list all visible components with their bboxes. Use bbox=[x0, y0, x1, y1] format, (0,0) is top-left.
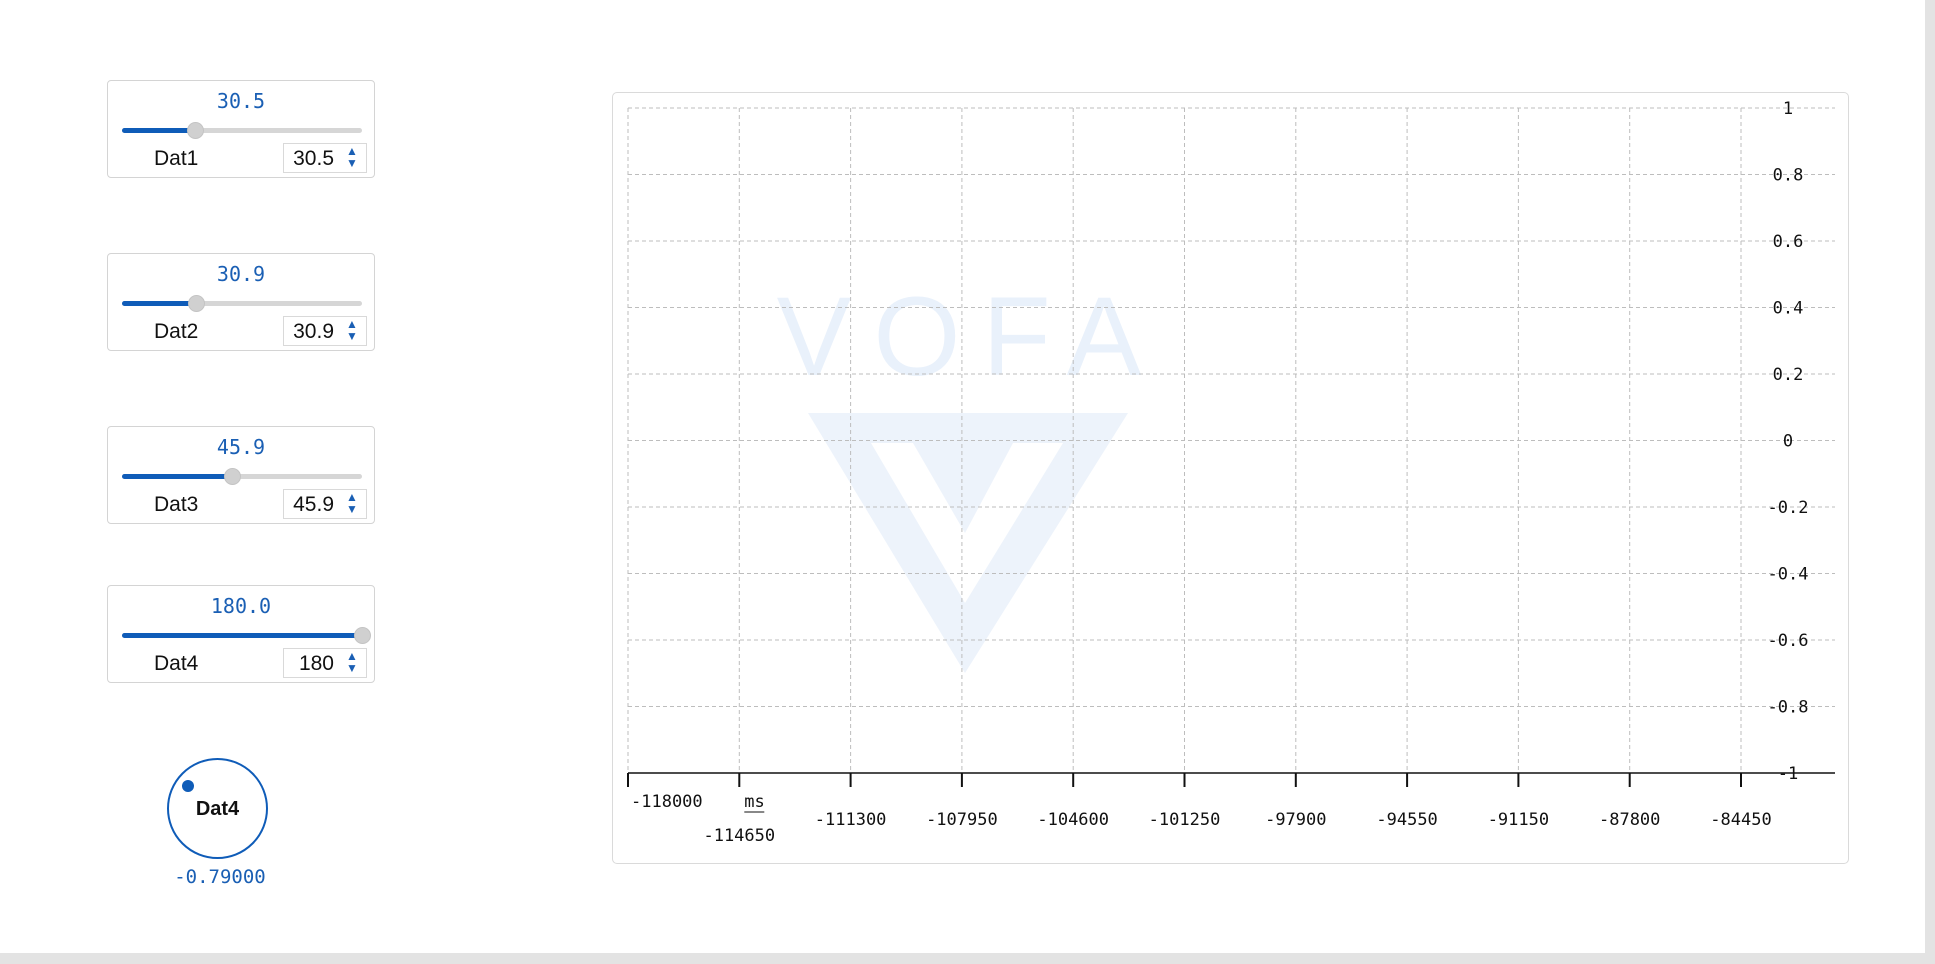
y-tick-label: 0 bbox=[1783, 432, 1793, 452]
slider-widget-dat1: 30.5 Dat1 30.5 ▲ ▼ bbox=[107, 80, 375, 178]
spinbox[interactable]: 45.9 ▲ ▼ bbox=[283, 489, 367, 519]
slider-thumb[interactable] bbox=[188, 295, 206, 312]
arrow-down-icon[interactable]: ▼ bbox=[346, 661, 358, 675]
y-tick-label: -0.6 bbox=[1768, 631, 1809, 651]
x-tick-label: -97900 bbox=[1265, 810, 1326, 830]
y-tick-label: 0.8 bbox=[1773, 166, 1804, 186]
spinbox-value[interactable]: 30.9 bbox=[293, 320, 334, 343]
x-tick-label: -104600 bbox=[1037, 810, 1109, 830]
x-tick-label: -107950 bbox=[926, 810, 998, 830]
knob-indicator-dot bbox=[182, 780, 194, 792]
slider-label: Dat3 bbox=[154, 493, 199, 516]
y-tick-label: -0.2 bbox=[1768, 498, 1809, 518]
waveform-chart[interactable]: VOFA 1 0.8 0.6 0.4 0.2 0 -0.2 -0.4 -0.6 -0.8 -1 -118… bbox=[613, 93, 1850, 865]
slider-thumb[interactable] bbox=[354, 627, 371, 644]
y-tick-label: -0.8 bbox=[1768, 698, 1809, 718]
arrow-up-icon[interactable]: ▲ bbox=[346, 490, 358, 504]
slider-label: Dat4 bbox=[154, 652, 199, 675]
slider-value-display: 30.9 bbox=[216, 262, 266, 286]
slider-fill bbox=[122, 301, 197, 306]
x-tick-label: -87800 bbox=[1599, 810, 1660, 830]
slider-label: Dat2 bbox=[154, 320, 199, 343]
slider-label: Dat1 bbox=[154, 147, 199, 170]
slider-value-display: 30.5 bbox=[216, 89, 266, 113]
slider-track[interactable] bbox=[122, 627, 371, 644]
x-tick-label: -101250 bbox=[1149, 810, 1221, 830]
spinbox[interactable]: 180 ▲ ▼ bbox=[283, 648, 367, 678]
spinbox-arrows[interactable]: ▲ ▼ bbox=[340, 318, 364, 344]
spinbox-arrows[interactable]: ▲ ▼ bbox=[340, 650, 364, 676]
x-axis-unit-label: ms bbox=[744, 792, 764, 812]
x-tick-label: -111300 bbox=[815, 810, 887, 830]
slider-fill bbox=[122, 474, 233, 479]
slider-widget-dat3: 45.9 Dat3 45.9 ▲ ▼ bbox=[107, 426, 375, 524]
spinbox-arrows[interactable]: ▲ ▼ bbox=[340, 145, 364, 171]
slider-fill bbox=[122, 633, 362, 638]
slider-value-display: 180.0 bbox=[210, 594, 272, 618]
window-bottom-edge bbox=[0, 953, 1935, 964]
watermark-text: VOFA bbox=[777, 274, 1164, 399]
slider-widget-dat4: 180.0 Dat4 180 ▲ ▼ bbox=[107, 585, 375, 683]
arrow-up-icon[interactable]: ▲ bbox=[346, 317, 358, 331]
knob-value-display: -0.79000 bbox=[174, 866, 266, 888]
arrow-down-icon[interactable]: ▼ bbox=[346, 156, 358, 170]
window-right-edge bbox=[1925, 0, 1935, 964]
y-tick-label: -1 bbox=[1778, 764, 1798, 784]
arrow-down-icon[interactable]: ▼ bbox=[346, 502, 358, 516]
y-tick-label: 0.4 bbox=[1773, 299, 1804, 319]
waveform-chart-panel[interactable]: VOFA 1 0.8 0.6 0.4 0.2 0 -0.2 -0.4 -0.6 -0.8 -1 -118… bbox=[612, 92, 1849, 864]
slider-thumb[interactable] bbox=[187, 122, 205, 139]
slider-track[interactable] bbox=[122, 122, 362, 139]
y-tick-label: 0.2 bbox=[1773, 365, 1804, 385]
knob-label: Dat4 bbox=[195, 798, 240, 820]
slider-fill bbox=[122, 128, 196, 133]
x-tick-label: -84450 bbox=[1710, 810, 1771, 830]
x-tick-label: -91150 bbox=[1488, 810, 1549, 830]
spinbox-value[interactable]: 180 bbox=[298, 652, 334, 675]
y-tick-label: 0.6 bbox=[1773, 232, 1804, 252]
x-tick-label: -118000 bbox=[631, 792, 703, 812]
slider-track[interactable] bbox=[122, 468, 362, 485]
slider-widget-dat2: 30.9 Dat2 30.9 ▲ ▼ bbox=[107, 253, 375, 351]
spinbox-value[interactable]: 30.5 bbox=[293, 147, 334, 170]
slider-track[interactable] bbox=[122, 295, 362, 312]
arrow-down-icon[interactable]: ▼ bbox=[346, 329, 358, 343]
x-tick-label: -94550 bbox=[1376, 810, 1437, 830]
spinbox[interactable]: 30.5 ▲ ▼ bbox=[283, 143, 367, 173]
slider-thumb[interactable] bbox=[224, 468, 242, 485]
spinbox-arrows[interactable]: ▲ ▼ bbox=[340, 491, 364, 517]
y-tick-label: -0.4 bbox=[1768, 565, 1809, 585]
arrow-up-icon[interactable]: ▲ bbox=[346, 144, 358, 158]
arrow-up-icon[interactable]: ▲ bbox=[346, 649, 358, 663]
rotary-knob[interactable]: Dat4 bbox=[167, 758, 268, 859]
slider-value-display: 45.9 bbox=[216, 435, 266, 459]
watermark-logo-core bbox=[913, 443, 1013, 533]
spinbox-value[interactable]: 45.9 bbox=[293, 493, 334, 516]
y-tick-label: 1 bbox=[1783, 99, 1793, 119]
x-tick-label: -114650 bbox=[703, 826, 775, 846]
spinbox[interactable]: 30.9 ▲ ▼ bbox=[283, 316, 367, 346]
